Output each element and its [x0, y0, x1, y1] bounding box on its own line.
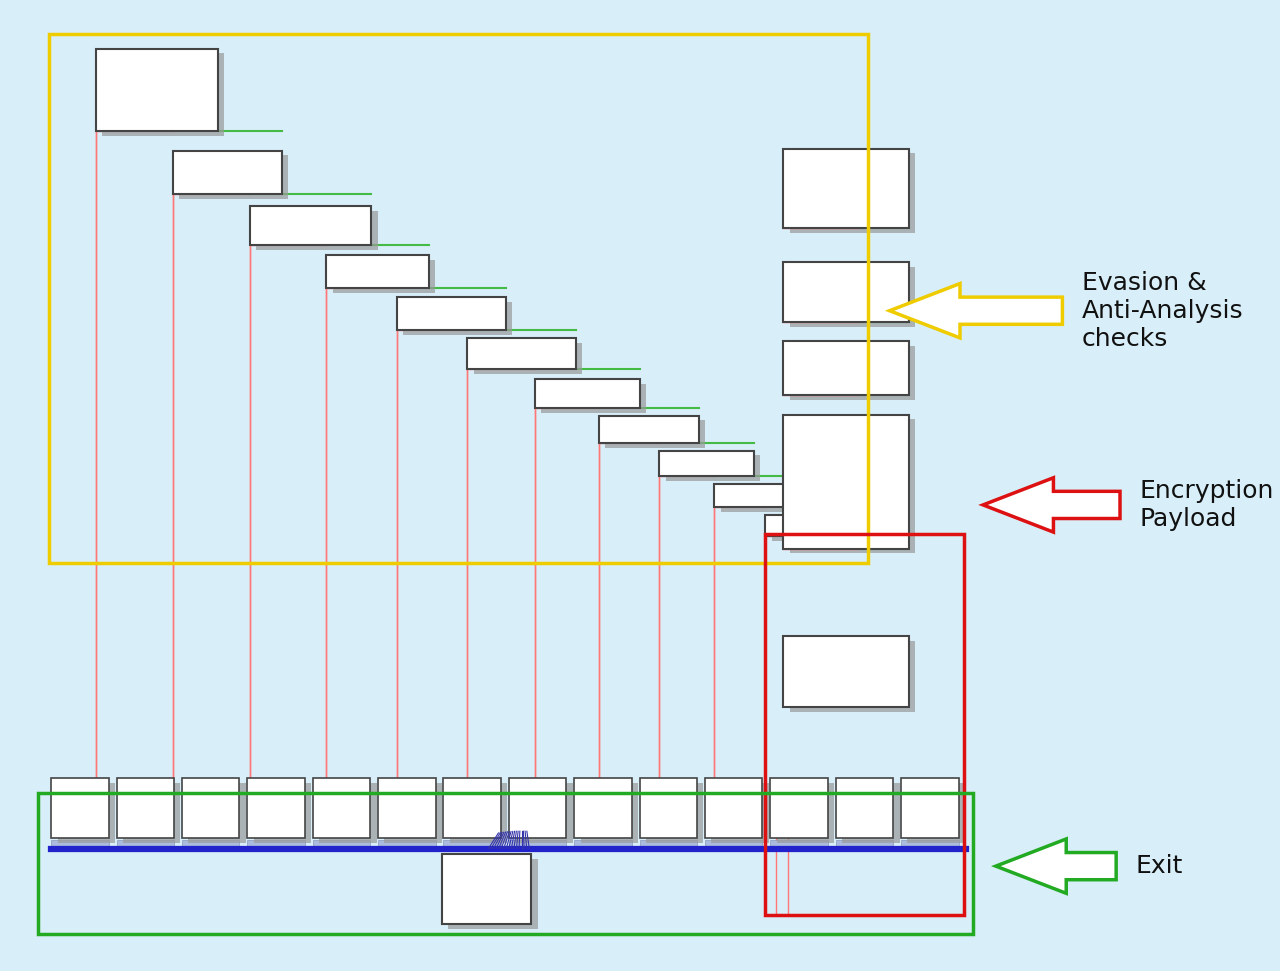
Text: Encryption
Payload: Encryption Payload [1139, 479, 1274, 531]
Bar [783, 341, 909, 395]
Polygon shape [581, 783, 639, 843]
Bar [312, 778, 370, 838]
Polygon shape [319, 783, 376, 843]
Polygon shape [983, 478, 1120, 532]
Polygon shape [890, 284, 1062, 338]
Polygon shape [448, 859, 538, 929]
Bar [247, 778, 305, 838]
Bar [575, 840, 632, 849]
Bar [378, 840, 435, 849]
Polygon shape [842, 783, 900, 843]
Bar [771, 778, 828, 838]
Bar [705, 840, 763, 849]
Polygon shape [908, 783, 965, 843]
Polygon shape [102, 53, 224, 136]
Bar [182, 840, 239, 849]
Polygon shape [772, 519, 856, 541]
Bar [378, 778, 435, 838]
Polygon shape [712, 783, 769, 843]
Bar [771, 840, 828, 849]
Bar [508, 778, 566, 838]
Polygon shape [790, 267, 915, 327]
Bar [116, 778, 174, 838]
Bar [182, 778, 239, 838]
Bar [397, 297, 506, 330]
Polygon shape [384, 783, 442, 843]
Bar [640, 778, 698, 838]
Bar [901, 840, 959, 849]
Polygon shape [541, 384, 646, 413]
Polygon shape [721, 488, 810, 512]
Polygon shape [515, 783, 572, 843]
Polygon shape [253, 783, 311, 843]
Bar [116, 840, 174, 849]
Bar [765, 534, 964, 915]
Polygon shape [179, 155, 288, 199]
Text: Evasion &
Anti-Analysis
checks: Evasion & Anti-Analysis checks [1082, 271, 1243, 351]
Bar [326, 255, 429, 288]
Polygon shape [123, 783, 180, 843]
Bar [705, 778, 763, 838]
Polygon shape [666, 455, 760, 481]
Bar [575, 778, 632, 838]
Polygon shape [188, 783, 246, 843]
Bar [173, 151, 282, 194]
Bar [901, 778, 959, 838]
Bar [659, 451, 754, 476]
Polygon shape [605, 420, 705, 448]
Bar [250, 206, 371, 245]
Bar [508, 840, 566, 849]
Bar [51, 778, 109, 838]
Bar [783, 149, 909, 228]
Polygon shape [333, 260, 435, 293]
Bar [836, 840, 893, 849]
Polygon shape [790, 153, 915, 233]
Polygon shape [777, 783, 835, 843]
Polygon shape [58, 783, 115, 843]
Bar [443, 778, 500, 838]
Bar [640, 840, 698, 849]
Bar [783, 636, 909, 707]
Bar [312, 840, 370, 849]
Bar [765, 515, 850, 536]
Polygon shape [449, 783, 507, 843]
Bar [783, 415, 909, 549]
Bar [783, 262, 909, 322]
Bar [443, 840, 500, 849]
Polygon shape [474, 343, 582, 374]
Polygon shape [403, 302, 512, 335]
Bar [38, 793, 973, 934]
Polygon shape [646, 783, 704, 843]
Bar [599, 416, 699, 443]
Bar [442, 854, 531, 924]
Polygon shape [790, 419, 915, 553]
Text: Exit: Exit [1135, 854, 1183, 878]
Polygon shape [996, 839, 1116, 893]
Bar [535, 379, 640, 408]
Polygon shape [790, 346, 915, 400]
Bar [467, 338, 576, 369]
Bar [49, 34, 868, 563]
Bar [51, 840, 109, 849]
Polygon shape [790, 641, 915, 712]
Bar [96, 49, 218, 131]
Bar [714, 484, 804, 507]
Bar [836, 778, 893, 838]
Polygon shape [256, 211, 378, 250]
Bar [247, 840, 305, 849]
